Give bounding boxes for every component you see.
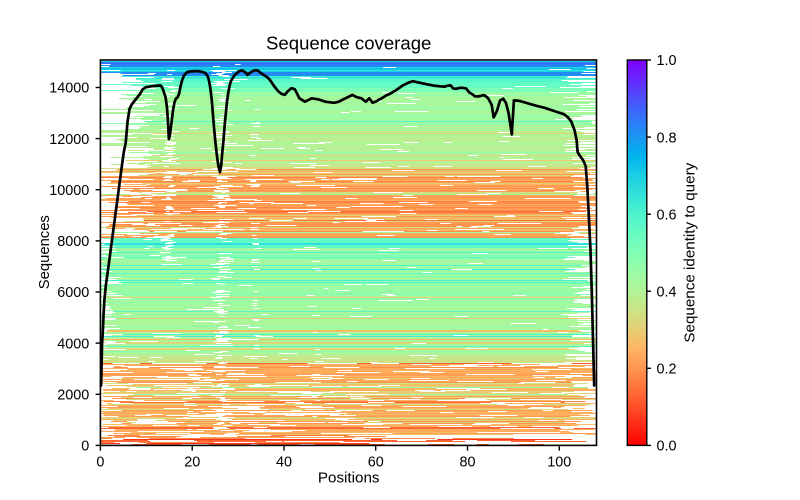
- svg-text:0: 0: [96, 455, 104, 471]
- svg-text:Sequence identity to query: Sequence identity to query: [682, 162, 699, 342]
- svg-text:8000: 8000: [57, 234, 89, 250]
- svg-text:4000: 4000: [57, 336, 89, 352]
- svg-text:20: 20: [184, 455, 200, 471]
- svg-text:0.4: 0.4: [657, 284, 677, 300]
- svg-text:100: 100: [547, 455, 571, 471]
- svg-text:Sequences: Sequences: [37, 215, 53, 289]
- svg-text:80: 80: [459, 455, 475, 471]
- svg-text:2000: 2000: [57, 387, 89, 403]
- svg-text:14000: 14000: [49, 81, 89, 97]
- svg-text:Sequence coverage: Sequence coverage: [266, 33, 431, 54]
- svg-text:0.0: 0.0: [657, 439, 677, 455]
- svg-text:Positions: Positions: [318, 470, 380, 487]
- svg-text:0.2: 0.2: [657, 361, 677, 377]
- svg-text:0.6: 0.6: [657, 207, 677, 223]
- svg-text:60: 60: [368, 455, 384, 471]
- svg-text:0.8: 0.8: [657, 130, 677, 146]
- svg-text:0: 0: [81, 439, 89, 455]
- svg-text:12000: 12000: [49, 132, 89, 148]
- svg-text:10000: 10000: [49, 183, 89, 199]
- svg-text:40: 40: [276, 455, 292, 471]
- svg-text:6000: 6000: [57, 285, 89, 301]
- svg-text:1.0: 1.0: [657, 53, 677, 69]
